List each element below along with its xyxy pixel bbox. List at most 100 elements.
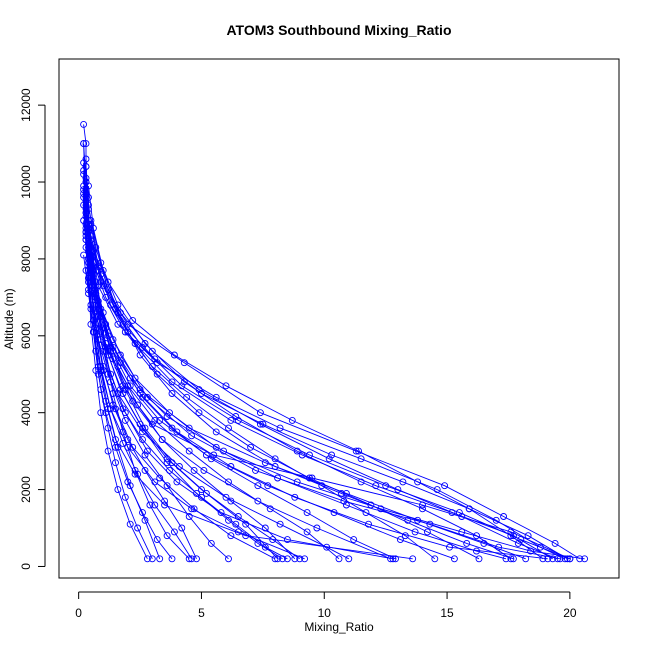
data-point bbox=[328, 451, 336, 459]
data-point bbox=[217, 509, 225, 517]
series-line bbox=[88, 185, 514, 560]
data-point bbox=[475, 555, 483, 563]
data-point bbox=[524, 532, 532, 540]
series-31 bbox=[87, 217, 515, 563]
data-point bbox=[114, 443, 122, 451]
y-tick-label: 0 bbox=[19, 563, 33, 570]
data-point bbox=[141, 451, 149, 459]
data-point bbox=[441, 482, 449, 490]
series-line bbox=[85, 239, 283, 560]
data-point bbox=[151, 416, 159, 424]
series-line bbox=[85, 201, 229, 560]
data-point bbox=[220, 447, 228, 455]
data-point bbox=[99, 282, 107, 290]
series-line bbox=[90, 247, 568, 560]
series-33 bbox=[82, 193, 299, 563]
data-point bbox=[193, 489, 200, 497]
data-point bbox=[227, 497, 235, 505]
data-point bbox=[158, 436, 166, 444]
data-point bbox=[301, 555, 309, 563]
data-point bbox=[291, 555, 299, 563]
data-point bbox=[163, 459, 171, 467]
data-point bbox=[134, 470, 142, 478]
data-point bbox=[207, 539, 215, 547]
data-point bbox=[99, 266, 107, 274]
data-point bbox=[274, 555, 282, 563]
data-point bbox=[450, 555, 458, 563]
data-point bbox=[232, 520, 240, 528]
data-point bbox=[114, 309, 122, 317]
series-line bbox=[88, 205, 480, 560]
data-point bbox=[129, 443, 137, 451]
data-point bbox=[222, 493, 230, 501]
data-point bbox=[234, 416, 242, 424]
data-point bbox=[80, 201, 88, 209]
data-point bbox=[365, 520, 372, 528]
data-point bbox=[296, 555, 304, 563]
data-point bbox=[345, 555, 353, 563]
data-point bbox=[97, 409, 105, 417]
data-point bbox=[146, 501, 154, 509]
data-point bbox=[458, 528, 466, 536]
data-point bbox=[114, 301, 122, 309]
data-point bbox=[357, 455, 365, 463]
data-point bbox=[153, 536, 161, 544]
data-point bbox=[82, 209, 90, 217]
data-point bbox=[446, 543, 453, 551]
data-point bbox=[163, 482, 171, 490]
data-point bbox=[392, 555, 399, 563]
axes: 0 5 10 15 20 0 2000 4000 6000 8000 10000 12000 bbox=[19, 58, 620, 620]
data-point bbox=[85, 220, 92, 228]
data-point bbox=[82, 243, 90, 251]
data-point bbox=[291, 493, 299, 501]
data-point bbox=[200, 466, 208, 474]
data-point bbox=[401, 532, 409, 540]
data-point bbox=[173, 428, 181, 436]
data-point bbox=[80, 140, 88, 148]
data-point bbox=[168, 459, 176, 467]
data-point bbox=[166, 466, 173, 474]
data-point bbox=[507, 555, 515, 563]
data-point bbox=[266, 505, 274, 513]
data-point bbox=[151, 478, 159, 486]
series-line bbox=[83, 185, 305, 560]
data-point bbox=[581, 555, 589, 563]
data-point bbox=[394, 486, 402, 494]
data-point bbox=[409, 555, 417, 563]
data-point bbox=[276, 520, 284, 528]
data-point bbox=[151, 355, 159, 363]
data-point bbox=[143, 447, 151, 455]
data-point bbox=[82, 266, 90, 274]
series-35 bbox=[82, 266, 291, 563]
data-point bbox=[193, 555, 200, 563]
data-point bbox=[202, 451, 210, 459]
data-point bbox=[104, 447, 112, 455]
data-point bbox=[500, 513, 508, 520]
data-point bbox=[411, 528, 419, 536]
x-tick-label: 15 bbox=[440, 606, 454, 620]
data-point bbox=[80, 120, 88, 128]
series-line bbox=[88, 281, 340, 560]
data-point bbox=[492, 516, 500, 524]
data-point bbox=[183, 393, 191, 401]
series-line bbox=[90, 224, 553, 560]
series-38 bbox=[82, 178, 282, 563]
data-point bbox=[161, 497, 169, 505]
data-point bbox=[119, 439, 127, 447]
data-point bbox=[283, 555, 291, 563]
series-34 bbox=[85, 228, 574, 563]
data-point bbox=[225, 555, 232, 563]
data-point bbox=[170, 528, 178, 536]
series-line bbox=[88, 258, 396, 560]
data-point bbox=[151, 501, 159, 509]
series-5 bbox=[85, 224, 564, 563]
data-point bbox=[306, 474, 313, 482]
data-point bbox=[303, 528, 311, 536]
data-point bbox=[85, 255, 92, 263]
data-point bbox=[306, 451, 313, 459]
data-point bbox=[112, 305, 119, 313]
data-point bbox=[82, 163, 90, 171]
data-point bbox=[426, 520, 434, 528]
data-point bbox=[367, 501, 375, 509]
data-point bbox=[85, 286, 92, 294]
